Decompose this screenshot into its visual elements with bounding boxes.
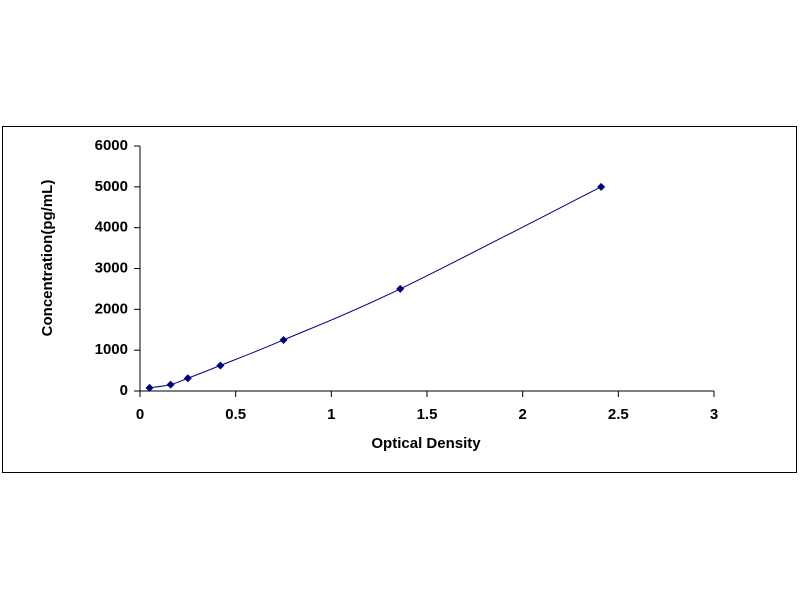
x-tick-label: 0.5 — [225, 406, 246, 423]
x-tick-label: 1.5 — [417, 406, 438, 423]
x-axis-label: Optical Density — [371, 435, 481, 452]
y-tick-label: 4000 — [95, 219, 128, 236]
x-tick-label: 2.5 — [608, 406, 629, 423]
data-point — [216, 361, 225, 370]
data-point — [396, 284, 405, 293]
y-tick-label: 2000 — [95, 300, 128, 317]
data-point — [145, 383, 154, 392]
y-tick-label: 0 — [120, 382, 128, 399]
y-tick-label: 6000 — [95, 137, 128, 154]
data-point — [183, 374, 192, 383]
x-tick-label: 3 — [710, 406, 718, 423]
y-tick-label: 1000 — [95, 341, 128, 358]
y-tick-label: 5000 — [95, 178, 128, 195]
x-tick-label: 1 — [327, 406, 335, 423]
y-tick-label: 3000 — [95, 259, 128, 276]
data-point — [597, 182, 606, 191]
data-point — [279, 335, 288, 344]
chart-frame — [2, 126, 797, 473]
x-tick-label: 0 — [136, 406, 144, 423]
y-axis-label: Concentration(pg/mL) — [39, 180, 56, 337]
data-point — [166, 380, 175, 389]
x-tick-label: 2 — [518, 406, 526, 423]
